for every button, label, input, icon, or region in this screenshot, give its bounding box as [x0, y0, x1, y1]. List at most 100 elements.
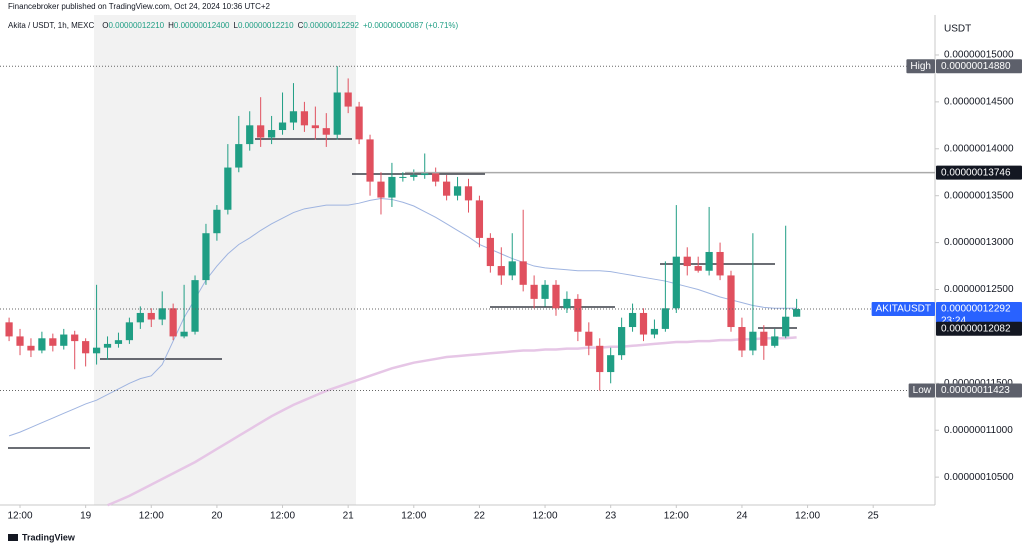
x-tick-label: 12:00: [533, 511, 558, 522]
candle-body: [169, 308, 177, 337]
candle-body: [16, 336, 24, 346]
candle-body: [377, 181, 385, 198]
candle-body: [563, 298, 571, 309]
candle-body: [114, 340, 123, 344]
candle-body: [235, 144, 243, 168]
x-tick-label: 12:00: [664, 511, 689, 522]
published-note: Financebroker published on TradingView.c…: [8, 2, 271, 11]
candle-body: [530, 284, 538, 299]
candle-body: [552, 284, 560, 309]
candle-body: [508, 261, 516, 276]
legend-key: L: [234, 21, 239, 30]
candle-body: [519, 261, 527, 285]
price-label: 0.00000012292: [941, 304, 1011, 315]
price-label: 0.00000012082: [941, 323, 1011, 334]
logo-mark: [8, 534, 18, 541]
candle-body: [716, 251, 724, 276]
candle-body: [760, 331, 768, 346]
y-tick-label: 0.00000011500: [944, 378, 1013, 389]
legend-change: +0.00000000087 (+0.71%): [363, 21, 459, 30]
candle-body: [60, 334, 68, 346]
price-label-title: Low: [913, 385, 932, 396]
candle-body: [82, 341, 90, 354]
candle-body: [727, 275, 735, 328]
y-tick-label: 0.00000012500: [944, 284, 1014, 295]
price-label: 0.00000013746: [941, 167, 1011, 178]
candle-body: [607, 355, 615, 373]
candle-body: [421, 172, 429, 176]
price-label-title-box: [908, 383, 935, 398]
candle-body: [442, 181, 451, 196]
candle-body: [793, 309, 801, 317]
candle-body: [125, 322, 134, 341]
tradingview-logo: TradingView: [8, 532, 76, 542]
legend-value: 0.00000012210: [238, 21, 294, 30]
candle-body: [574, 298, 582, 332]
legend-value: 0.00000012210: [108, 21, 164, 30]
candle-body: [180, 331, 188, 337]
candle-body: [246, 125, 254, 145]
candle-body: [782, 316, 790, 337]
candle-body: [344, 92, 352, 107]
candle-body: [5, 322, 13, 337]
x-tick-label: 12:00: [270, 511, 295, 522]
x-tick-label: 12:00: [401, 511, 426, 522]
candle-body: [661, 308, 669, 329]
x-tick-label: 25: [868, 511, 880, 522]
candle-body: [453, 186, 462, 196]
candle-body: [541, 284, 549, 299]
candle-body: [399, 176, 407, 178]
y-tick-label: 0.00000010500: [944, 472, 1014, 483]
candle-body: [322, 128, 330, 135]
y-tick-label: 0.00000013500: [944, 190, 1014, 201]
price-label: 0.00000014880: [941, 61, 1011, 72]
candle-body: [618, 327, 626, 356]
price-label-title-box: [906, 59, 935, 74]
candle-body: [333, 92, 341, 135]
candle-body: [257, 125, 265, 138]
candle-body: [650, 328, 659, 335]
candle-body: [738, 327, 746, 351]
candle-body: [311, 125, 319, 129]
candle-body: [71, 334, 79, 342]
candle-body: [27, 345, 35, 351]
candle-body: [694, 266, 702, 271]
y-tick-label: 0.00000013000: [944, 237, 1014, 248]
candle-body: [103, 343, 112, 348]
candle-body: [191, 280, 199, 332]
candle-body: [300, 111, 309, 126]
candle-body: [486, 237, 494, 267]
price-label-box: [936, 165, 1022, 180]
candle-body: [585, 331, 593, 346]
candle-body: [749, 331, 757, 351]
candle-body: [213, 209, 221, 234]
candle-body: [705, 251, 713, 271]
candles: [5, 66, 801, 391]
legend-value: 0.00000012400: [174, 21, 230, 30]
price-axis-unit: USDT: [944, 24, 971, 35]
candle-body: [672, 256, 680, 309]
candle-body: [388, 176, 396, 198]
candle-body: [49, 338, 57, 346]
x-tick-label: 21: [343, 511, 355, 522]
candle-body: [136, 312, 144, 323]
y-tick-label: 0.00000011000: [944, 425, 1013, 436]
candle-body: [628, 312, 637, 328]
candle-body: [475, 200, 484, 238]
price-label-box: [936, 59, 1022, 74]
y-tick-label: 0.00000014500: [944, 97, 1014, 108]
candle-body: [464, 186, 473, 201]
price-label-title-box: [871, 302, 935, 317]
candle-body: [38, 338, 46, 351]
price-label-title: AKITAUSDT: [876, 304, 931, 315]
price-label-box: [936, 302, 1022, 329]
session-shade: [94, 15, 356, 505]
symbol-title: Akita / USDT, 1h, MEXC: [8, 21, 94, 30]
candle-body: [289, 111, 298, 123]
candle-body: [355, 106, 363, 140]
candle-body: [202, 233, 210, 281]
candle-body: [596, 345, 604, 373]
price-label-box: [936, 383, 1022, 398]
